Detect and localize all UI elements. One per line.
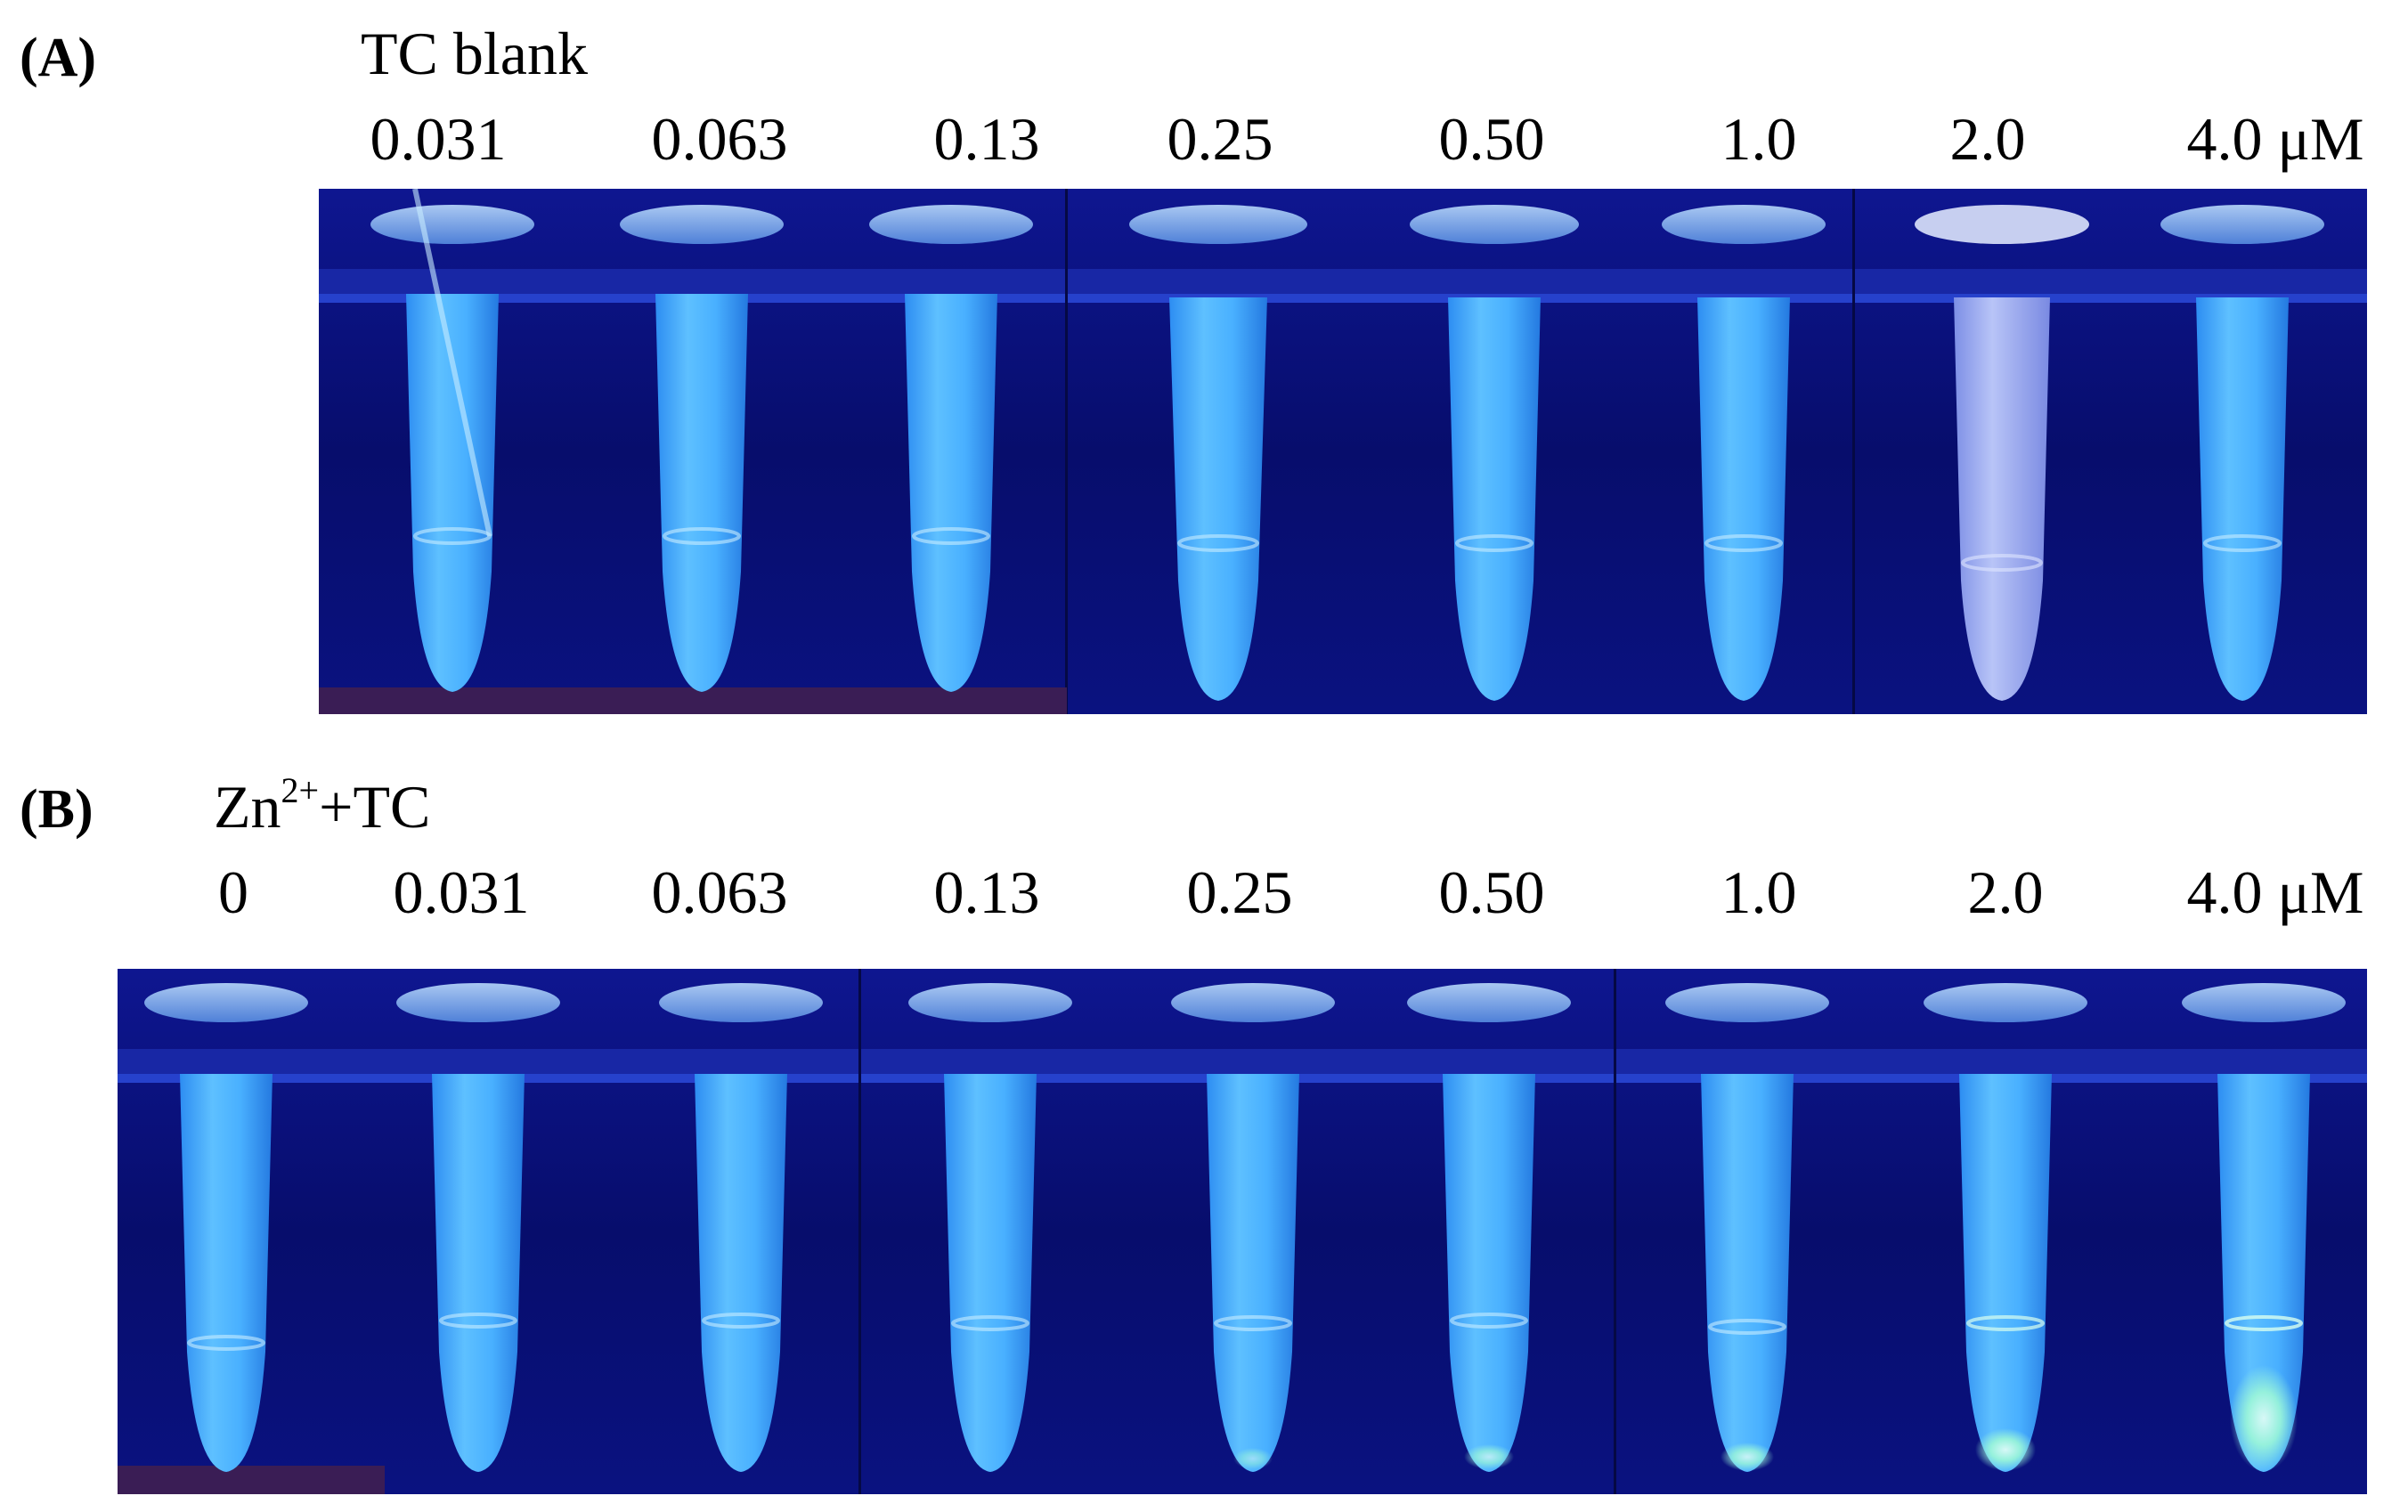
panel-b-tube-photo	[118, 969, 2367, 1494]
panel-a-title: TC blank	[361, 20, 588, 87]
panel-a-label: (A)	[20, 28, 97, 88]
conc-label: 0.25	[1186, 858, 1293, 926]
panel-b-title: Zn2++TC	[214, 773, 430, 838]
panel-a-tube-photo	[319, 189, 2367, 714]
conc-label: 0.063	[651, 105, 788, 173]
conc-label: 4.0 μM	[2186, 858, 2364, 926]
conc-label: 1.0	[1721, 105, 1797, 173]
conc-label: 0.50	[1438, 105, 1545, 173]
conc-label: 4.0 μM	[2186, 105, 2364, 173]
conc-label: 0.13	[933, 858, 1040, 926]
conc-label: 0.063	[651, 858, 788, 926]
conc-label: 0.50	[1438, 858, 1545, 926]
panel-a-photo	[319, 189, 2367, 714]
conc-label: 0	[218, 858, 248, 926]
panel-b-photo	[118, 969, 2367, 1494]
panel-b-title-suffix: +TC	[319, 773, 431, 841]
panel-b-label: (B)	[20, 779, 94, 840]
conc-label: 0.25	[1167, 105, 1273, 173]
conc-label: 0.031	[370, 105, 507, 173]
conc-label: 2.0	[1967, 858, 2044, 926]
conc-label: 2.0	[1949, 105, 2026, 173]
panel-b-title-superscript: 2+	[281, 770, 320, 810]
conc-label: 0.031	[393, 858, 530, 926]
conc-label: 0.13	[933, 105, 1040, 173]
conc-label: 1.0	[1721, 858, 1797, 926]
panel-b-title-base: Zn	[214, 773, 281, 841]
